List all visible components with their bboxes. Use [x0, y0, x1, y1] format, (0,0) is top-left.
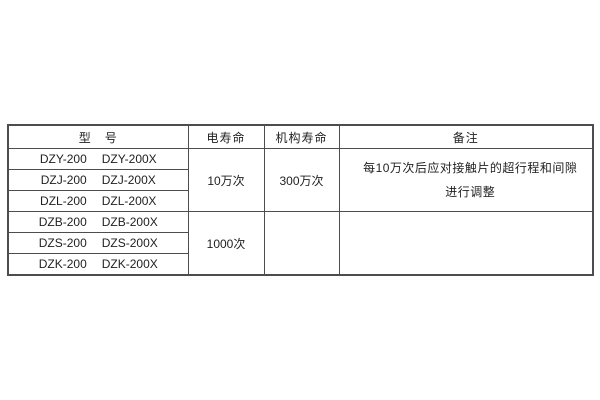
table-row: DZS-200 DZS-200X — [7, 232, 593, 254]
table-row: DZK-200 DZK-200X — [7, 253, 593, 276]
table-row: DZL-200 DZL-200X — [7, 190, 593, 212]
table-header-row: 型 号 电寿命 机构寿命 备注 — [7, 124, 594, 149]
model-name-variant: DZS-200X — [101, 236, 158, 250]
model-name: DZL-200 — [40, 194, 87, 208]
model-name: DZB-200 — [38, 215, 87, 229]
mechanism-life-cell: 300万次 — [263, 148, 340, 212]
model-cell: DZK-200 DZK-200X — [7, 253, 189, 276]
table-row: DZY-200 DZY-200X 10万次 300万次 每10万次后应对接触片的… — [7, 148, 594, 212]
mechanism-life-cell — [263, 211, 340, 276]
model-cell: DZB-200 DZB-200X — [7, 211, 189, 233]
spec-table: 型 号 电寿命 机构寿命 备注 DZY-200 DZY-200X 10万次 30… — [7, 124, 594, 276]
model-name: DZK-200 — [38, 257, 87, 271]
model-name: DZS-200 — [38, 236, 87, 250]
table-row: DZB-200 DZB-200X 1000次 — [7, 211, 594, 276]
remark-cell — [338, 211, 594, 276]
model-name: DZJ-200 — [40, 173, 87, 187]
table-row: DZJ-200 DZJ-200X — [7, 169, 593, 191]
header-cell-remarks: 备注 — [338, 124, 594, 149]
remark-line: 进行调整 — [445, 185, 496, 199]
model-name-variant: DZK-200X — [101, 257, 158, 271]
model-cell: DZJ-200 DZJ-200X — [7, 169, 189, 191]
remark-cell: 每10万次后应对接触片的超行程和间隙 进行调整 — [338, 148, 594, 212]
header-cell-electrical-life: 电寿命 — [187, 124, 265, 149]
model-cell: DZL-200 DZL-200X — [7, 190, 189, 212]
model-name-variant: DZY-200X — [101, 152, 157, 166]
model-name-variant: DZB-200X — [101, 215, 158, 229]
remark-line: 每10万次后应对接触片的超行程和间隙 — [363, 161, 578, 175]
model-cell: DZY-200 DZY-200X — [7, 148, 189, 170]
model-name: DZY-200 — [39, 152, 87, 166]
model-name-variant: DZJ-200X — [101, 173, 156, 187]
header-cell-model: 型 号 — [7, 124, 189, 149]
model-name-variant: DZL-200X — [101, 194, 157, 208]
header-cell-mechanism-life: 机构寿命 — [263, 124, 340, 149]
model-cell: DZS-200 DZS-200X — [7, 232, 189, 254]
electrical-life-cell: 1000次 — [187, 211, 265, 276]
electrical-life-cell: 10万次 — [187, 148, 265, 212]
